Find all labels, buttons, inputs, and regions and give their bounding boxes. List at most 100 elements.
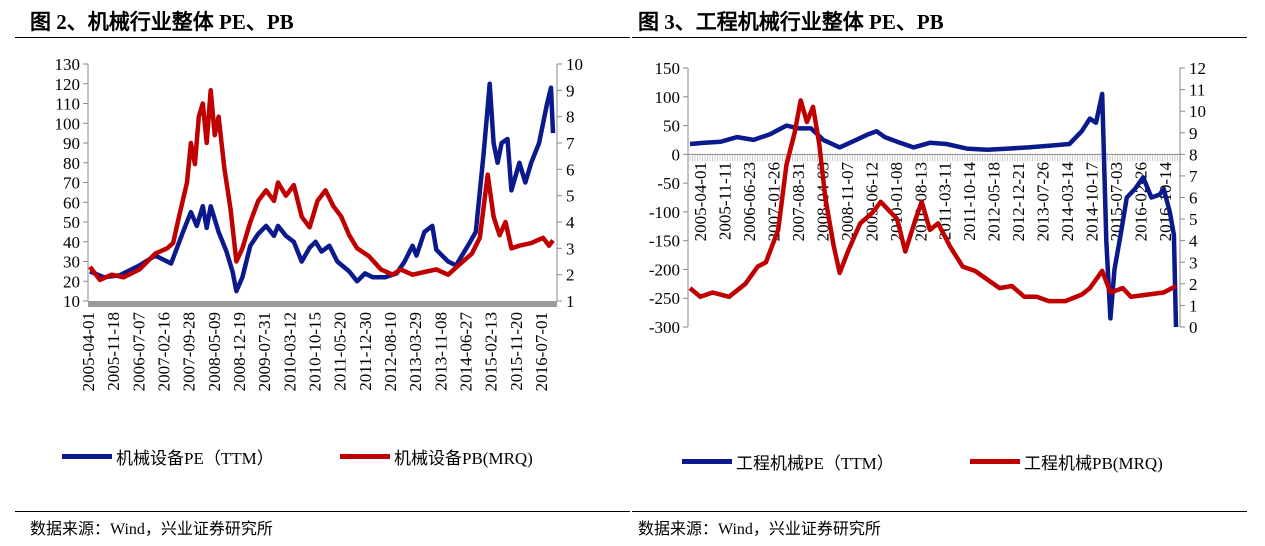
right-tick-label: 1	[566, 292, 575, 311]
right-tick-label: 7	[1189, 167, 1198, 186]
right-tick-label: 10	[1189, 102, 1206, 121]
left-tick-label: 60	[63, 193, 80, 212]
left-tick-label: 40	[63, 233, 80, 252]
right-tick-label: 5	[566, 187, 575, 206]
left-tick-label: 80	[63, 154, 80, 173]
left-tick-label: 0	[672, 145, 681, 164]
legend-swatch-pb	[340, 454, 390, 459]
left-tick-label: 130	[55, 55, 81, 74]
right-tick-label: 12	[1189, 59, 1206, 78]
legend-right-pe: 工程机械PE（TTM）	[682, 449, 894, 474]
x-tick-label: 2015-02-13	[482, 312, 501, 391]
x-tick-label: 2010-03-12	[280, 312, 299, 391]
x-tick-label: 2011-12-30	[356, 312, 375, 391]
right-tick-label: 4	[566, 213, 575, 232]
right-tick-label: 6	[566, 160, 575, 179]
left-tick-label: 70	[63, 174, 80, 193]
legend-label: 机械设备PB(MRQ)	[394, 449, 533, 468]
legend-label: 工程机械PE（TTM）	[736, 454, 894, 473]
right-tick-label: 6	[1189, 189, 1198, 208]
left-tick-label: 30	[63, 253, 80, 272]
x-tick-label: 2016-02-26	[1132, 162, 1151, 241]
right-tick-label: 1	[1189, 296, 1198, 315]
left-tick-label: 110	[55, 95, 80, 114]
x-tick-label: 2014-03-14	[1058, 162, 1077, 242]
left-tick-label: 100	[655, 88, 681, 107]
left-tick-label: 150	[655, 59, 681, 78]
chart-title-right: 图 3、工程机械行业整体 PE、PB	[638, 10, 944, 34]
series-line-pe	[89, 81, 556, 294]
x-tick-label: 2014-06-27	[457, 312, 476, 392]
right-tick-label: 0	[1189, 318, 1198, 337]
legend-left-pe: 机械设备PE（TTM）	[62, 444, 274, 469]
right-tick-label: 4	[1189, 232, 1198, 251]
x-tick-label: 2008-05-09	[205, 312, 224, 391]
x-tick-label: 2010-10-15	[306, 312, 325, 391]
legend-swatch-pe	[682, 459, 732, 464]
x-axis-band	[88, 301, 557, 307]
x-tick-label: 2008-12-19	[230, 312, 249, 391]
right-tick-label: 8	[566, 108, 575, 127]
right-tick-label: 2	[566, 266, 575, 285]
x-tick-label: 2011-03-11	[936, 162, 955, 240]
left-tick-label: -300	[649, 318, 680, 337]
left-tick-label: -150	[649, 232, 680, 251]
left-tick-label: -100	[649, 203, 680, 222]
right-tick-label: 10	[566, 55, 583, 74]
legend-left-pb: 机械设备PB(MRQ)	[340, 444, 533, 469]
right-tick-label: 5	[1189, 210, 1198, 229]
x-tick-label: 2007-02-16	[155, 312, 174, 391]
x-tick-label: 2007-09-28	[180, 312, 199, 391]
chart-title-left: 图 2、机械行业整体 PE、PB	[30, 10, 294, 34]
series-line-pb	[88, 88, 555, 283]
right-tick-label: 9	[566, 81, 575, 100]
title-divider-left	[15, 37, 630, 38]
right-tick-label: 7	[566, 134, 575, 153]
legend-swatch-pe	[62, 454, 112, 459]
title-divider-right	[632, 37, 1247, 38]
right-tick-label: 8	[1189, 145, 1198, 164]
source-divider-left	[15, 511, 630, 512]
right-tick-label: 2	[1189, 275, 1198, 294]
x-tick-label: 2005-11-18	[104, 312, 123, 391]
x-tick-label: 2006-06-23	[740, 162, 759, 241]
left-tick-label: -200	[649, 260, 680, 279]
x-tick-label: 2008-11-07	[838, 162, 857, 241]
x-tick-label: 2005-04-01	[79, 312, 98, 391]
left-tick-label: 120	[55, 75, 81, 94]
source-divider-right	[632, 511, 1247, 512]
x-tick-label: 2009-06-12	[862, 162, 881, 241]
series-line-pe	[689, 91, 1179, 328]
x-tick-label: 2013-11-08	[431, 312, 450, 391]
x-tick-label: 2014-10-17	[1083, 162, 1102, 242]
series-line-pb	[688, 98, 1178, 304]
legend-label: 工程机械PB(MRQ)	[1024, 454, 1163, 473]
right-tick-label: 9	[1189, 124, 1198, 143]
source-note-right: 数据来源：Wind，兴业证券研究所	[638, 521, 881, 538]
left-tick-label: 20	[63, 272, 80, 291]
x-tick-label: 2006-07-07	[129, 312, 148, 392]
right-tick-label: 3	[1189, 253, 1198, 272]
right-tick-label: 11	[1189, 81, 1205, 100]
source-note-left: 数据来源：Wind，兴业证券研究所	[30, 521, 273, 538]
left-tick-label: 90	[63, 134, 80, 153]
x-tick-label: 2015-11-20	[507, 312, 526, 391]
x-tick-label: 2013-03-29	[406, 312, 425, 391]
x-tick-label: 2012-05-18	[985, 162, 1004, 241]
left-tick-label: -50	[657, 174, 680, 193]
legend-label: 机械设备PE（TTM）	[116, 449, 274, 468]
left-tick-label: 100	[55, 114, 81, 133]
left-tick-label: 10	[63, 292, 80, 311]
x-tick-label: 2005-11-11	[715, 162, 734, 240]
left-tick-label: 50	[63, 213, 80, 232]
x-tick-label: 2005-04-01	[691, 162, 710, 241]
x-tick-label: 2012-08-10	[381, 312, 400, 391]
x-tick-label: 2010-01-08	[887, 162, 906, 241]
x-tick-label: 2011-10-14	[960, 162, 979, 241]
left-tick-label: -250	[649, 289, 680, 308]
legend-right-pb: 工程机械PB(MRQ)	[970, 449, 1163, 474]
right-tick-label: 3	[566, 239, 575, 258]
x-tick-label: 2009-07-31	[255, 312, 274, 391]
legend-swatch-pb	[970, 459, 1020, 464]
